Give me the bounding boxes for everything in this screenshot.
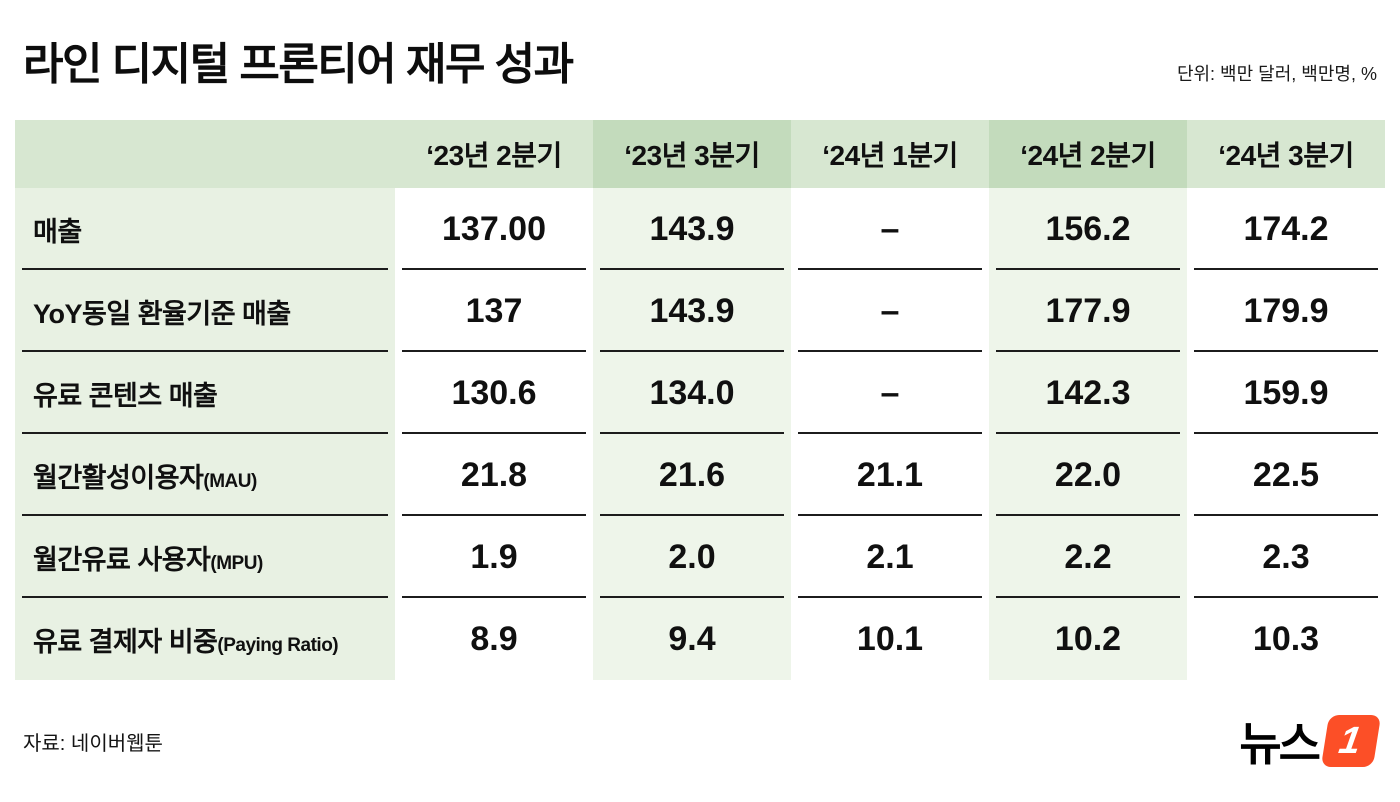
table-cell: 2.2	[989, 516, 1187, 598]
table-row: 유료 콘텐츠 매출 130.6 134.0 – 142.3 159.9	[15, 352, 1385, 434]
table-cell: 10.3	[1187, 598, 1385, 680]
row-label-suffix: (MPU)	[210, 552, 263, 574]
row-label-text: 월간유료 사용자	[33, 544, 211, 575]
table-cell: 137	[395, 270, 593, 352]
column-header: ‘24년 1분기	[791, 120, 989, 188]
page-title: 라인 디지털 프론티어 재무 성과	[23, 40, 574, 89]
row-label: 유료 콘텐츠 매출	[15, 352, 395, 434]
table-cell: 2.0	[593, 516, 791, 598]
table-row: 매출 137.00 143.9 – 156.2 174.2	[15, 188, 1385, 270]
table-cell: 22.0	[989, 434, 1187, 516]
table-cell: 21.6	[593, 434, 791, 516]
row-label: YoY동일 환율기준 매출	[15, 270, 395, 352]
news1-logo-badge: 1	[1320, 715, 1382, 767]
table-cell: –	[791, 270, 989, 352]
row-label-text: 유료 콘텐츠 매출	[33, 380, 218, 411]
table-cell: 134.0	[593, 352, 791, 434]
table-cell: 10.2	[989, 598, 1187, 680]
table-cell: 130.6	[395, 352, 593, 434]
table-cell: 9.4	[593, 598, 791, 680]
table-cell: –	[791, 352, 989, 434]
table-cell: 10.1	[791, 598, 989, 680]
table-row: YoY동일 환율기준 매출 137 143.9 – 177.9 179.9	[15, 270, 1385, 352]
row-label-suffix: (Paying Ratio)	[217, 634, 339, 656]
table-row: 유료 결제자 비중(Paying Ratio) 8.9 9.4 10.1 10.…	[15, 598, 1385, 680]
table-cell: 159.9	[1187, 352, 1385, 434]
header-bar: 라인 디지털 프론티어 재무 성과 단위: 백만 달러, 백만명, %	[15, 0, 1385, 120]
table-row: 월간유료 사용자(MPU) 1.9 2.0 2.1 2.2 2.3	[15, 516, 1385, 598]
table-cell: 2.3	[1187, 516, 1385, 598]
column-header: ‘24년 2분기	[989, 120, 1187, 188]
row-label: 월간유료 사용자(MPU)	[15, 516, 395, 598]
table-cell: 1.9	[395, 516, 593, 598]
row-label-text: 유료 결제자 비중	[33, 626, 218, 657]
table-cell: 177.9	[989, 270, 1187, 352]
table-cell: 142.3	[989, 352, 1187, 434]
table-row: 월간활성이용자(MAU) 21.8 21.6 21.1 22.0 22.5	[15, 434, 1385, 516]
row-label-suffix: (MAU)	[203, 470, 257, 492]
table-cell: –	[791, 188, 989, 270]
table-corner-cell	[15, 120, 395, 188]
footer-bar: 자료: 네이버웹툰 뉴스 1	[15, 680, 1385, 802]
table-cell: 143.9	[593, 270, 791, 352]
unit-note: 단위: 백만 달러, 백만명, %	[1176, 64, 1377, 84]
row-label: 유료 결제자 비중(Paying Ratio)	[15, 598, 395, 680]
table-cell: 174.2	[1187, 188, 1385, 270]
news1-logo-badge-text: 1	[1336, 719, 1364, 762]
table-cell: 179.9	[1187, 270, 1385, 352]
table-cell: 22.5	[1187, 434, 1385, 516]
news1-logo: 뉴스 1	[1239, 708, 1382, 774]
row-label-text: 매출	[33, 216, 82, 247]
financial-table: ‘23년 2분기 ‘23년 3분기 ‘24년 1분기 ‘24년 2분기 ‘24년…	[15, 120, 1385, 680]
table-cell: 2.1	[791, 516, 989, 598]
table-cell: 8.9	[395, 598, 593, 680]
table-header-row: ‘23년 2분기 ‘23년 3분기 ‘24년 1분기 ‘24년 2분기 ‘24년…	[15, 120, 1385, 188]
row-label: 월간활성이용자(MAU)	[15, 434, 395, 516]
table-cell: 143.9	[593, 188, 791, 270]
column-header: ‘24년 3분기	[1187, 120, 1385, 188]
column-header: ‘23년 2분기	[395, 120, 593, 188]
row-label-text: YoY동일 환율기준 매출	[33, 298, 291, 329]
table-cell: 21.8	[395, 434, 593, 516]
table-cell: 137.00	[395, 188, 593, 270]
source-note: 자료: 네이버웹툰	[23, 732, 163, 755]
table-cell: 156.2	[989, 188, 1187, 270]
row-label: 매출	[15, 188, 395, 270]
table-cell: 21.1	[791, 434, 989, 516]
column-header: ‘23년 3분기	[593, 120, 791, 188]
news1-logo-text: 뉴스	[1239, 718, 1321, 770]
row-label-text: 월간활성이용자	[33, 462, 204, 493]
